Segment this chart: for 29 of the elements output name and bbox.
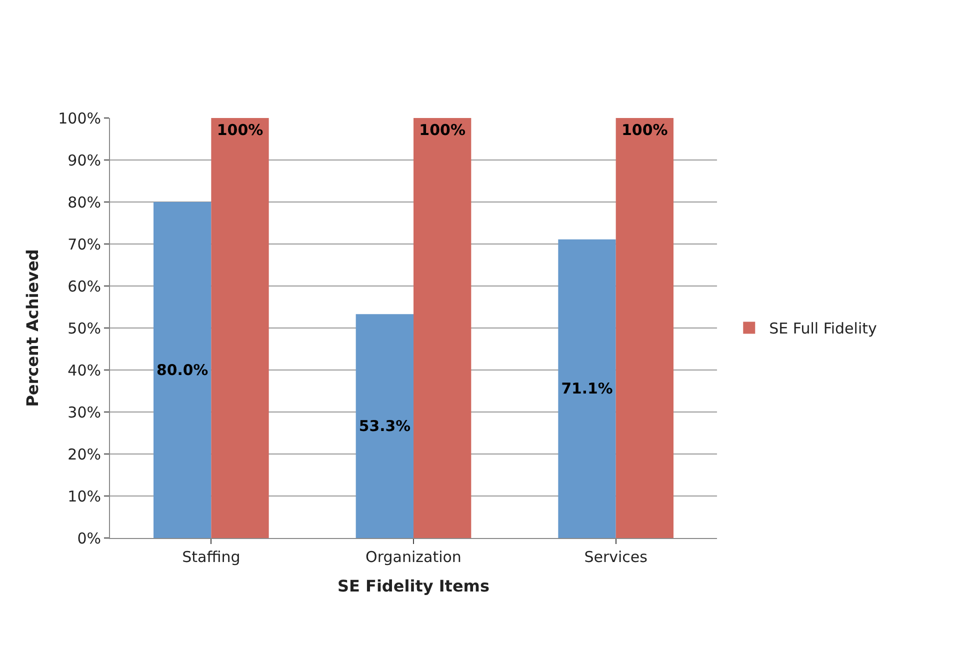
bar <box>211 118 269 538</box>
y-tick-label: 0% <box>77 529 101 548</box>
y-tick-label: 70% <box>68 235 101 254</box>
x-axis-title: SE Fidelity Items <box>337 576 490 596</box>
data-label: 100% <box>419 121 466 139</box>
data-label: 53.3% <box>358 417 411 436</box>
y-axis-title: Percent Achieved <box>23 249 42 407</box>
bar <box>356 314 414 538</box>
bar <box>154 202 212 538</box>
legend-label: SE Full Fidelity <box>769 320 877 338</box>
y-tick-label: 40% <box>68 361 101 380</box>
x-tick-label: Organization <box>366 548 462 566</box>
x-tick-label: Staffing <box>182 548 240 566</box>
data-label: 100% <box>621 121 668 139</box>
bar <box>414 118 472 538</box>
data-label: 80.0% <box>156 360 208 379</box>
y-tick-label: 20% <box>68 445 101 464</box>
y-tick-label: 50% <box>68 319 101 338</box>
data-label: 100% <box>216 121 264 139</box>
bar <box>616 118 674 538</box>
bar <box>558 239 616 538</box>
y-tick-label: 60% <box>68 277 101 296</box>
y-tick-label: 30% <box>68 403 101 422</box>
y-tick-label: 80% <box>68 193 101 212</box>
y-tick-label: 90% <box>68 151 101 170</box>
data-label: 71.1% <box>561 380 613 398</box>
y-tick-label: 100% <box>58 109 101 128</box>
x-tick-label: Services <box>584 548 648 566</box>
y-tick-label: 10% <box>68 487 101 506</box>
